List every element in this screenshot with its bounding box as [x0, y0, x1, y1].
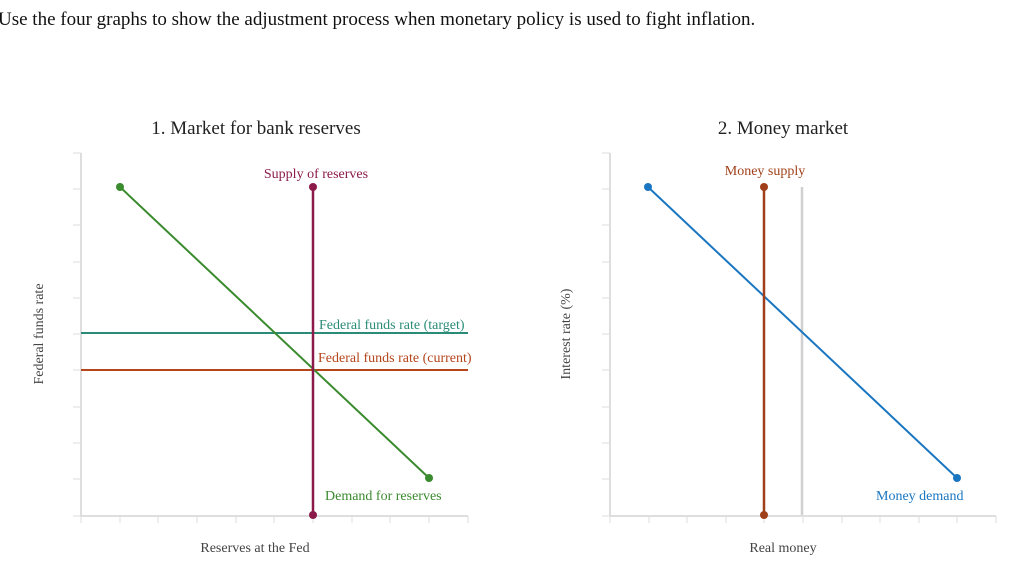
demand-for-reserves-label: Demand for reserves [325, 489, 442, 504]
fed-funds-target-label: Federal funds rate (target) [319, 318, 465, 333]
instruction-text: Use the four graphs to show the adjustme… [0, 9, 756, 30]
graph2-x-axis-title: Real money [749, 541, 816, 556]
graph1-x-axis-title: Reserves at the Fed [200, 541, 309, 556]
demand-for-reserves-curve[interactable] [119, 186, 430, 479]
money-demand-curve[interactable] [647, 186, 958, 479]
demand-reserves-handle-bottom[interactable] [425, 474, 433, 482]
graph-market-for-bank-reserves: 1. Market for bank reserves [32, 118, 472, 556]
money-demand-handle-top[interactable] [644, 183, 652, 191]
money-supply-handle-top[interactable] [760, 183, 768, 191]
graph1-title: 1. Market for bank reserves [151, 118, 360, 139]
graph2-x-ticks [609, 516, 997, 523]
supply-reserves-handle-bottom[interactable] [309, 511, 317, 519]
supply-of-reserves-label: Supply of reserves [264, 167, 368, 182]
graph-money-market: 2. Money market [559, 118, 997, 556]
money-supply-label: Money supply [725, 164, 806, 179]
graph1-x-ticks [80, 516, 469, 523]
graph2-y-axis-title: Interest rate (%) [559, 288, 574, 379]
graph1-y-axis-title: Federal funds rate [32, 283, 47, 384]
money-demand-label: Money demand [876, 489, 963, 504]
graph2-y-ticks [602, 152, 610, 517]
fed-funds-current-label: Federal funds rate (current) [318, 351, 472, 366]
graph1-y-ticks [73, 152, 81, 517]
money-demand-handle-bottom[interactable] [953, 474, 961, 482]
money-supply-handle-bottom[interactable] [760, 511, 768, 519]
demand-reserves-handle-top[interactable] [116, 183, 124, 191]
supply-reserves-handle-top[interactable] [309, 183, 317, 191]
graph2-title: 2. Money market [718, 118, 849, 139]
